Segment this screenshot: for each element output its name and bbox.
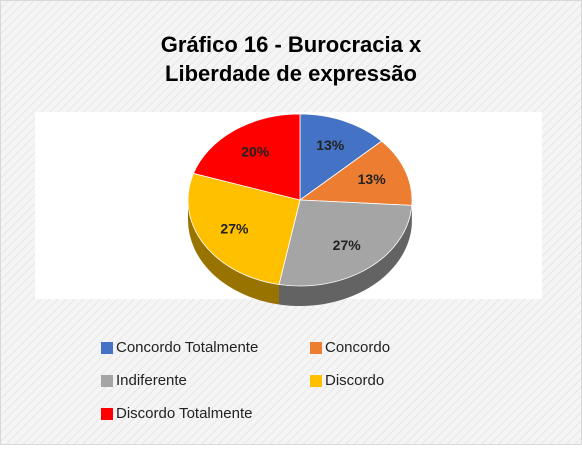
legend-swatch xyxy=(101,342,113,354)
legend-label: Discordo Totalmente xyxy=(116,405,252,422)
legend-swatch xyxy=(101,375,113,387)
chart-title: Liberdade de expressão xyxy=(165,61,417,86)
legend-label: Concordo Totalmente xyxy=(116,339,258,356)
data-label: 27% xyxy=(333,237,362,253)
data-label: 13% xyxy=(316,137,345,153)
data-label: 20% xyxy=(241,143,270,159)
chart-title: Gráfico 16 - Burocracia x xyxy=(161,32,422,57)
legend-label: Indiferente xyxy=(116,372,187,389)
legend-swatch xyxy=(310,375,322,387)
legend-label: Discordo xyxy=(325,372,384,389)
legend-label: Concordo xyxy=(325,339,390,356)
legend-swatch xyxy=(310,342,322,354)
legend-swatch xyxy=(101,408,113,420)
data-label: 13% xyxy=(358,171,387,187)
data-label: 27% xyxy=(220,220,249,236)
